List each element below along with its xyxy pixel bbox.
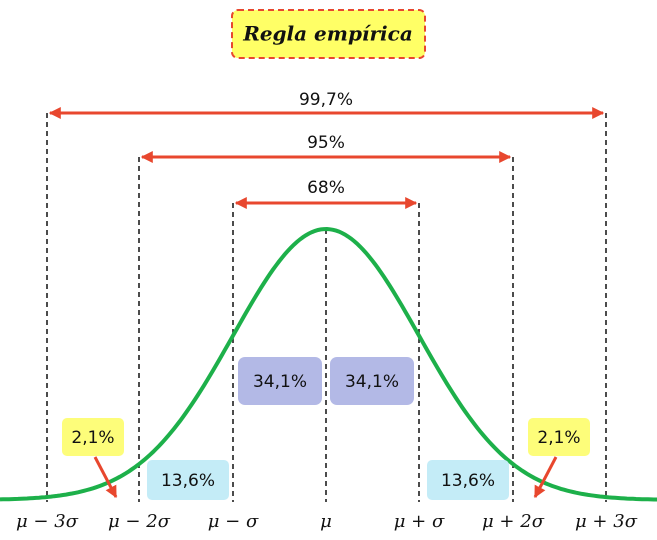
range-label: 95% (307, 133, 345, 153)
region-label: 2,1% (71, 428, 114, 448)
axis-label: μ (320, 511, 332, 532)
axis-label: μ + σ (394, 511, 445, 532)
guides (46, 113, 607, 502)
region-box (330, 357, 414, 405)
region-box (238, 357, 322, 405)
pointer-arrow (93, 456, 118, 499)
region-box (528, 418, 590, 456)
region-label: 2,1% (537, 428, 580, 448)
region-label: 13,6% (161, 471, 215, 491)
region-box (427, 460, 509, 500)
title: Regla empírica (242, 22, 413, 46)
region-label: 34,1% (345, 372, 399, 392)
region-label: 34,1% (253, 372, 307, 392)
normal-curve (0, 226, 657, 502)
title-box (231, 9, 426, 59)
region-box (62, 418, 124, 456)
axis-label: μ + 2σ (482, 511, 545, 532)
pointer-arrow (533, 456, 558, 499)
axis-label: μ − 3σ (16, 511, 79, 532)
axis-label: μ − σ (208, 511, 259, 532)
range-label: 99,7% (299, 90, 353, 110)
region-box (147, 460, 229, 500)
axis-label: μ + 3σ (575, 511, 638, 532)
region-label: 13,6% (441, 471, 495, 491)
axis-label: μ − 2σ (108, 511, 171, 532)
range-label: 68% (307, 178, 345, 198)
